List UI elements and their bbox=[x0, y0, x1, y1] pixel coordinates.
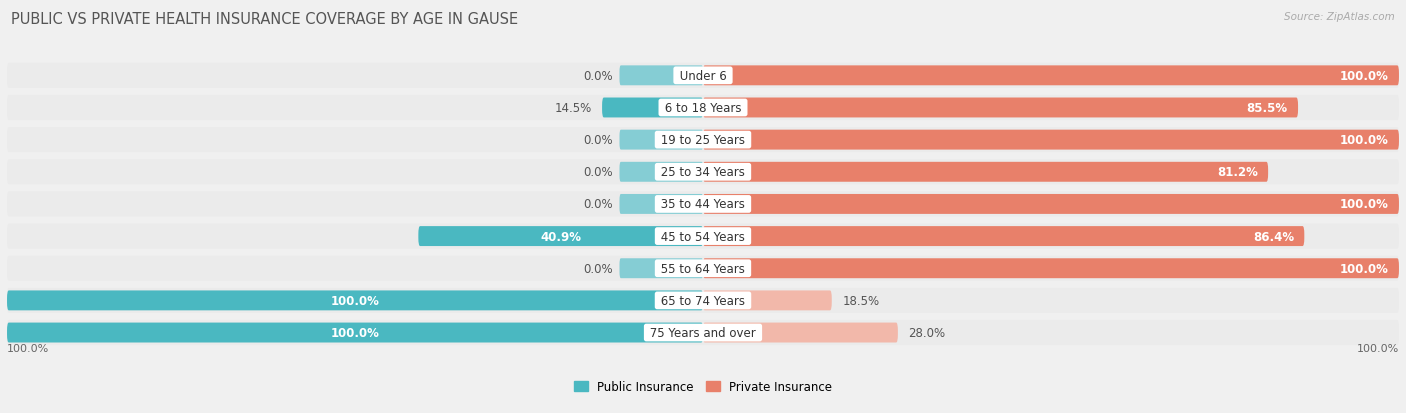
Text: 85.5%: 85.5% bbox=[1247, 102, 1288, 115]
FancyBboxPatch shape bbox=[7, 128, 1399, 153]
Text: 75 Years and over: 75 Years and over bbox=[647, 326, 759, 339]
FancyBboxPatch shape bbox=[7, 96, 1399, 121]
Text: 100.0%: 100.0% bbox=[1340, 134, 1389, 147]
Text: 100.0%: 100.0% bbox=[7, 344, 49, 354]
FancyBboxPatch shape bbox=[602, 98, 703, 118]
Text: 6 to 18 Years: 6 to 18 Years bbox=[661, 102, 745, 115]
FancyBboxPatch shape bbox=[703, 227, 1305, 247]
FancyBboxPatch shape bbox=[7, 323, 703, 343]
FancyBboxPatch shape bbox=[703, 291, 832, 311]
FancyBboxPatch shape bbox=[703, 195, 1399, 214]
FancyBboxPatch shape bbox=[7, 256, 1399, 281]
Text: 19 to 25 Years: 19 to 25 Years bbox=[657, 134, 749, 147]
Text: 86.4%: 86.4% bbox=[1253, 230, 1294, 243]
FancyBboxPatch shape bbox=[703, 98, 1298, 118]
FancyBboxPatch shape bbox=[703, 323, 898, 343]
FancyBboxPatch shape bbox=[7, 224, 1399, 249]
Text: 28.0%: 28.0% bbox=[908, 326, 945, 339]
Text: 100.0%: 100.0% bbox=[330, 294, 380, 307]
FancyBboxPatch shape bbox=[703, 131, 1399, 150]
Text: 18.5%: 18.5% bbox=[842, 294, 879, 307]
Text: Under 6: Under 6 bbox=[676, 70, 730, 83]
Text: 45 to 54 Years: 45 to 54 Years bbox=[657, 230, 749, 243]
Text: 100.0%: 100.0% bbox=[1340, 262, 1389, 275]
Text: 100.0%: 100.0% bbox=[1340, 198, 1389, 211]
Text: 100.0%: 100.0% bbox=[1340, 70, 1389, 83]
Text: 0.0%: 0.0% bbox=[583, 262, 613, 275]
Text: 0.0%: 0.0% bbox=[583, 134, 613, 147]
FancyBboxPatch shape bbox=[703, 66, 1399, 86]
FancyBboxPatch shape bbox=[620, 131, 703, 150]
Text: 55 to 64 Years: 55 to 64 Years bbox=[657, 262, 749, 275]
FancyBboxPatch shape bbox=[7, 320, 1399, 345]
FancyBboxPatch shape bbox=[7, 64, 1399, 89]
Legend: Public Insurance, Private Insurance: Public Insurance, Private Insurance bbox=[569, 375, 837, 398]
FancyBboxPatch shape bbox=[7, 192, 1399, 217]
Text: 25 to 34 Years: 25 to 34 Years bbox=[657, 166, 749, 179]
Text: 0.0%: 0.0% bbox=[583, 166, 613, 179]
FancyBboxPatch shape bbox=[620, 162, 703, 182]
FancyBboxPatch shape bbox=[419, 227, 703, 247]
Text: 0.0%: 0.0% bbox=[583, 198, 613, 211]
FancyBboxPatch shape bbox=[703, 162, 1268, 182]
Text: 0.0%: 0.0% bbox=[583, 70, 613, 83]
Text: 14.5%: 14.5% bbox=[554, 102, 592, 115]
Text: Source: ZipAtlas.com: Source: ZipAtlas.com bbox=[1284, 12, 1395, 22]
Text: 40.9%: 40.9% bbox=[540, 230, 581, 243]
Text: 65 to 74 Years: 65 to 74 Years bbox=[657, 294, 749, 307]
Text: PUBLIC VS PRIVATE HEALTH INSURANCE COVERAGE BY AGE IN GAUSE: PUBLIC VS PRIVATE HEALTH INSURANCE COVER… bbox=[11, 12, 519, 27]
FancyBboxPatch shape bbox=[7, 160, 1399, 185]
FancyBboxPatch shape bbox=[620, 259, 703, 278]
FancyBboxPatch shape bbox=[620, 66, 703, 86]
Text: 81.2%: 81.2% bbox=[1216, 166, 1258, 179]
FancyBboxPatch shape bbox=[703, 259, 1399, 278]
FancyBboxPatch shape bbox=[7, 291, 703, 311]
Text: 35 to 44 Years: 35 to 44 Years bbox=[657, 198, 749, 211]
Text: 100.0%: 100.0% bbox=[1357, 344, 1399, 354]
FancyBboxPatch shape bbox=[7, 288, 1399, 313]
FancyBboxPatch shape bbox=[620, 195, 703, 214]
Text: 100.0%: 100.0% bbox=[330, 326, 380, 339]
